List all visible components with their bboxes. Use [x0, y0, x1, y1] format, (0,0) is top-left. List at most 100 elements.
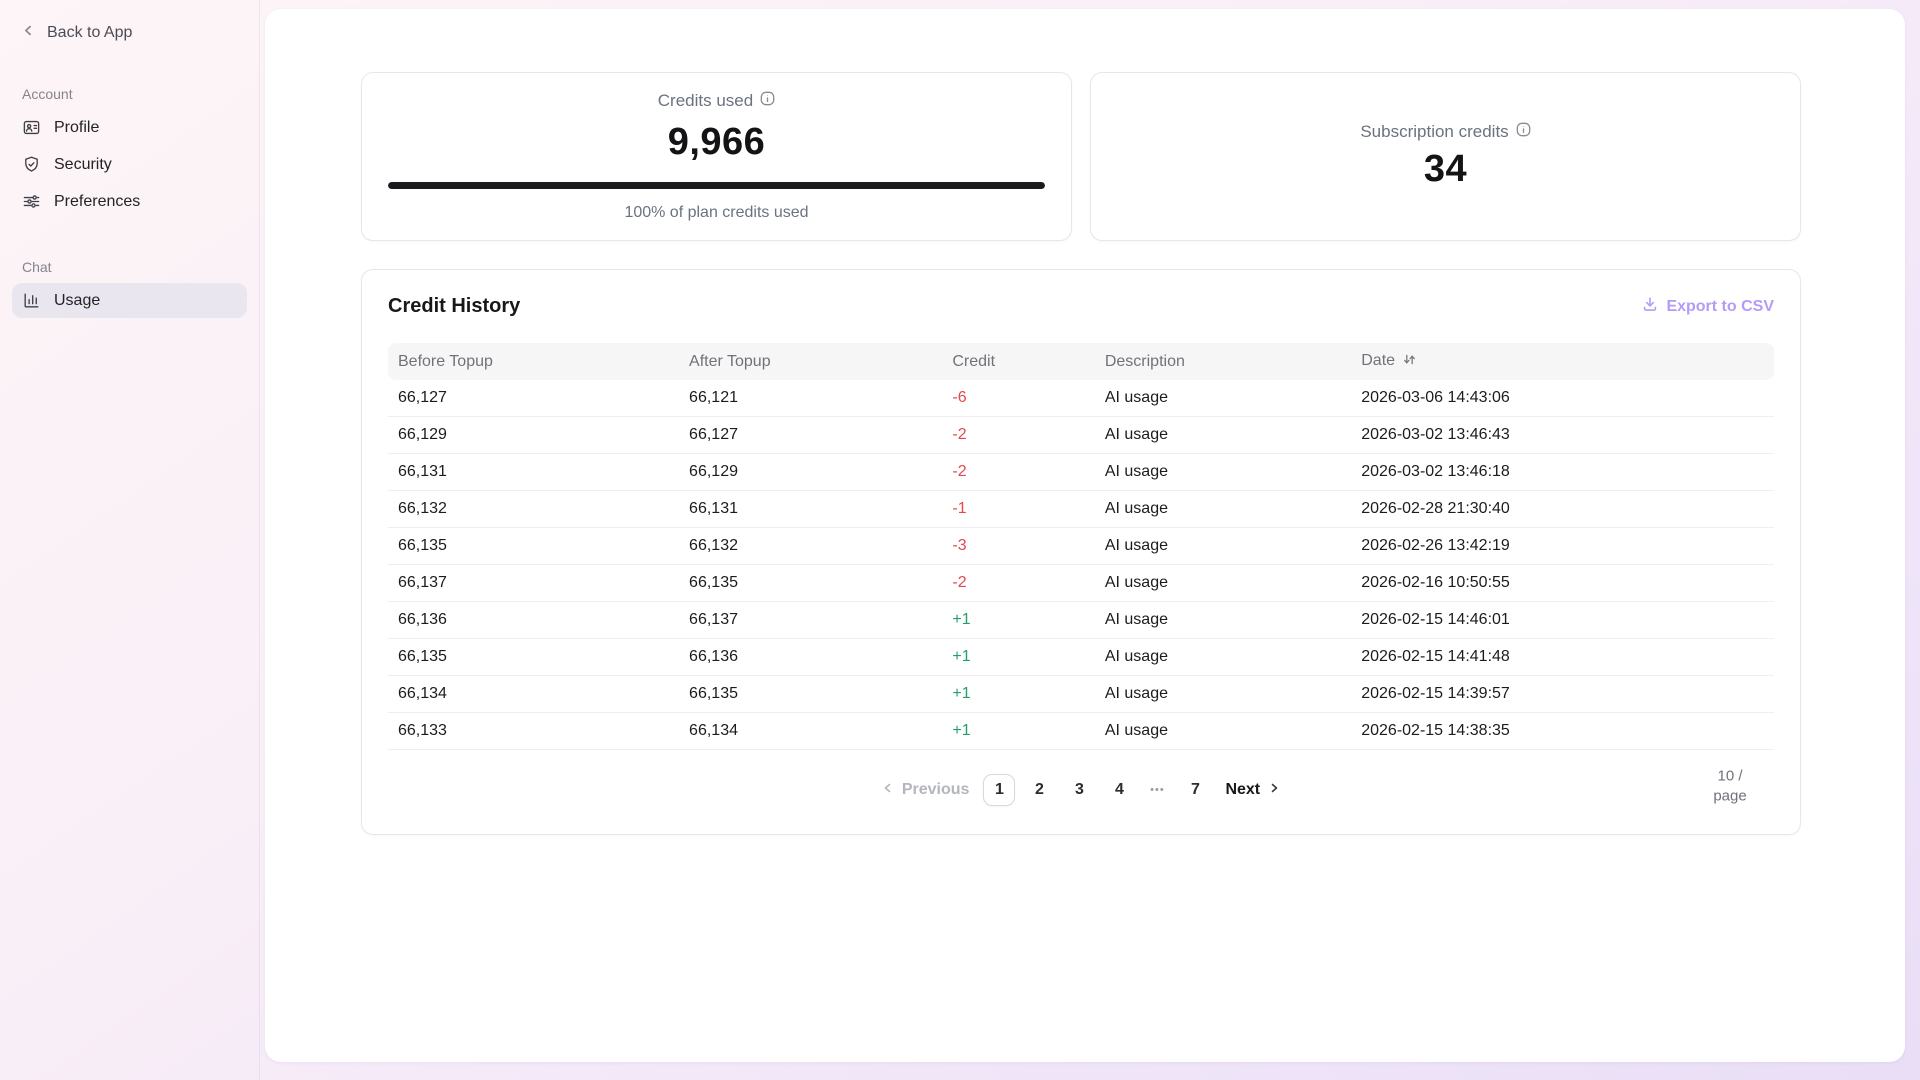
sidebar-section-title-chat: Chat	[22, 259, 52, 275]
info-icon[interactable]	[1516, 122, 1531, 142]
page-button-4[interactable]: 4	[1103, 774, 1135, 806]
cell-credit: -2	[942, 416, 1095, 454]
cell-after-topup: 66,135	[679, 675, 943, 713]
table-row: 66,127 66,121 -6 AI usage 2026-03-06 14:43:0…	[388, 380, 1774, 417]
cell-before-topup: 66,127	[388, 380, 680, 417]
id-card-icon	[22, 118, 41, 137]
cell-date: 2026-03-02 13:46:43	[1351, 416, 1774, 454]
next-page-label: Next	[1225, 781, 1261, 798]
cell-after-topup: 66,121	[679, 380, 943, 417]
cell-date: 2026-02-15 14:39:57	[1351, 675, 1774, 713]
column-header-before: Before Topup	[388, 343, 680, 380]
cell-date: 2026-02-28 21:30:40	[1351, 490, 1774, 528]
subscription-credits-value: 34	[1423, 148, 1468, 190]
cell-description: AI usage	[1094, 601, 1352, 639]
page-button-3[interactable]: 3	[1063, 774, 1095, 806]
column-header-date[interactable]: Date	[1351, 343, 1774, 380]
settings-sidebar: Back to App Account Profile Security Prefer…	[0, 0, 260, 1080]
cell-credit: -3	[942, 527, 1095, 565]
page-button-2[interactable]: 2	[1023, 774, 1055, 806]
sliders-icon	[22, 192, 41, 211]
bar-chart-icon	[22, 291, 41, 310]
cell-date: 2026-02-15 14:46:01	[1351, 601, 1774, 639]
page-size-selector[interactable]: 10 / page	[1713, 767, 1747, 805]
cell-description: AI usage	[1094, 675, 1352, 713]
cell-after-topup: 66,137	[679, 601, 943, 639]
shield-check-icon	[22, 155, 41, 174]
table-row: 66,132 66,131 -1 AI usage 2026-02-28 21:30:4…	[388, 490, 1774, 528]
cell-credit: -6	[942, 380, 1095, 417]
chevron-left-icon	[22, 24, 35, 42]
sidebar-item-security[interactable]: Security	[12, 147, 247, 182]
cell-credit: -2	[942, 453, 1095, 491]
credits-progress-bar	[388, 182, 1045, 189]
credits-used-value: 9,966	[667, 121, 766, 163]
download-icon	[1642, 296, 1658, 317]
cell-description: AI usage	[1094, 638, 1352, 676]
subscription-credits-card: Subscription credits 34	[1090, 72, 1801, 241]
cell-after-topup: 66,127	[679, 416, 943, 454]
sidebar-item-preferences[interactable]: Preferences	[12, 184, 247, 219]
summary-cards-row: Credits used 9,966 100% of plan credits …	[361, 72, 1801, 241]
cell-credit: -1	[942, 490, 1095, 528]
previous-page-label: Previous	[901, 781, 970, 798]
cell-before-topup: 66,131	[388, 453, 680, 491]
sidebar-item-usage[interactable]: Usage	[12, 283, 247, 318]
credits-used-label: Credits used	[657, 91, 754, 110]
chevron-left-icon	[882, 781, 894, 799]
column-header-credit: Credit	[942, 343, 1095, 380]
sidebar-item-label: Profile	[54, 118, 100, 136]
date-sort-icon[interactable]	[1403, 353, 1416, 371]
back-to-app-label: Back to App	[47, 24, 133, 41]
table-row: 66,131 66,129 -2 AI usage 2026-03-02 13:46:1…	[388, 453, 1774, 491]
subscription-credits-label: Subscription credits	[1360, 122, 1509, 141]
credit-history-title: Credit History	[388, 295, 521, 317]
cell-date: 2026-03-02 13:46:18	[1351, 453, 1774, 491]
main-area: Credits used 9,966 100% of plan credits …	[260, 0, 1920, 1080]
cell-before-topup: 66,135	[388, 638, 680, 676]
cell-before-topup: 66,129	[388, 416, 680, 454]
cell-date: 2026-02-15 14:41:48	[1351, 638, 1774, 676]
info-icon[interactable]	[760, 91, 775, 111]
table-row: 66,136 66,137 +1 AI usage 2026-02-15 14:46:0…	[388, 601, 1774, 639]
usage-page-panel: Credits used 9,966 100% of plan credits …	[265, 9, 1905, 1062]
cell-credit: +1	[942, 601, 1095, 639]
table-row: 66,135 66,136 +1 AI usage 2026-02-15 14:41:4…	[388, 638, 1774, 676]
page-button-7[interactable]: 7	[1179, 774, 1211, 806]
next-page-button[interactable]: Next	[1219, 781, 1286, 799]
page-button-1[interactable]: 1	[983, 774, 1016, 806]
cell-description: AI usage	[1094, 712, 1352, 750]
column-header-after: After Topup	[679, 343, 943, 380]
cell-before-topup: 66,134	[388, 675, 680, 713]
cell-description: AI usage	[1094, 490, 1352, 528]
cell-before-topup: 66,137	[388, 564, 680, 602]
cell-description: AI usage	[1094, 453, 1352, 491]
back-to-app-button[interactable]: Back to App	[12, 18, 247, 48]
sidebar-item-label: Usage	[54, 291, 101, 309]
cell-after-topup: 66,135	[679, 564, 943, 602]
cell-before-topup: 66,132	[388, 490, 680, 528]
cell-date: 2026-02-26 13:42:19	[1351, 527, 1774, 565]
previous-page-button[interactable]: Previous	[876, 781, 976, 799]
credit-history-body: 66,127 66,121 -6 AI usage 2026-03-06 14:43:0…	[388, 380, 1774, 750]
cell-description: AI usage	[1094, 527, 1352, 565]
cell-before-topup: 66,133	[388, 712, 680, 750]
credit-history-table: Before Topup After Topup Credit Description…	[388, 343, 1774, 750]
pagination: Previous 1 2 3 4 ••• 7 Next 10 / page	[388, 768, 1774, 806]
cell-before-topup: 66,135	[388, 527, 680, 565]
table-row: 66,137 66,135 -2 AI usage 2026-02-16 10:50:5…	[388, 564, 1774, 602]
pagination-ellipsis[interactable]: •••	[1150, 784, 1165, 796]
table-row: 66,129 66,127 -2 AI usage 2026-03-02 13:46:4…	[388, 416, 1774, 454]
cell-date: 2026-02-16 10:50:55	[1351, 564, 1774, 602]
table-row: 66,135 66,132 -3 AI usage 2026-02-26 13:42:1…	[388, 527, 1774, 565]
cell-credit: +1	[942, 638, 1095, 676]
cell-description: AI usage	[1094, 380, 1352, 417]
credits-used-card: Credits used 9,966 100% of plan credits …	[361, 72, 1072, 241]
export-to-csv-button[interactable]: Export to CSV	[1642, 296, 1774, 317]
sidebar-item-profile[interactable]: Profile	[12, 110, 247, 145]
sidebar-item-label: Preferences	[54, 192, 141, 210]
cell-after-topup: 66,129	[679, 453, 943, 491]
cell-date: 2026-03-06 14:43:06	[1351, 380, 1774, 417]
cell-before-topup: 66,136	[388, 601, 680, 639]
cell-credit: +1	[942, 675, 1095, 713]
